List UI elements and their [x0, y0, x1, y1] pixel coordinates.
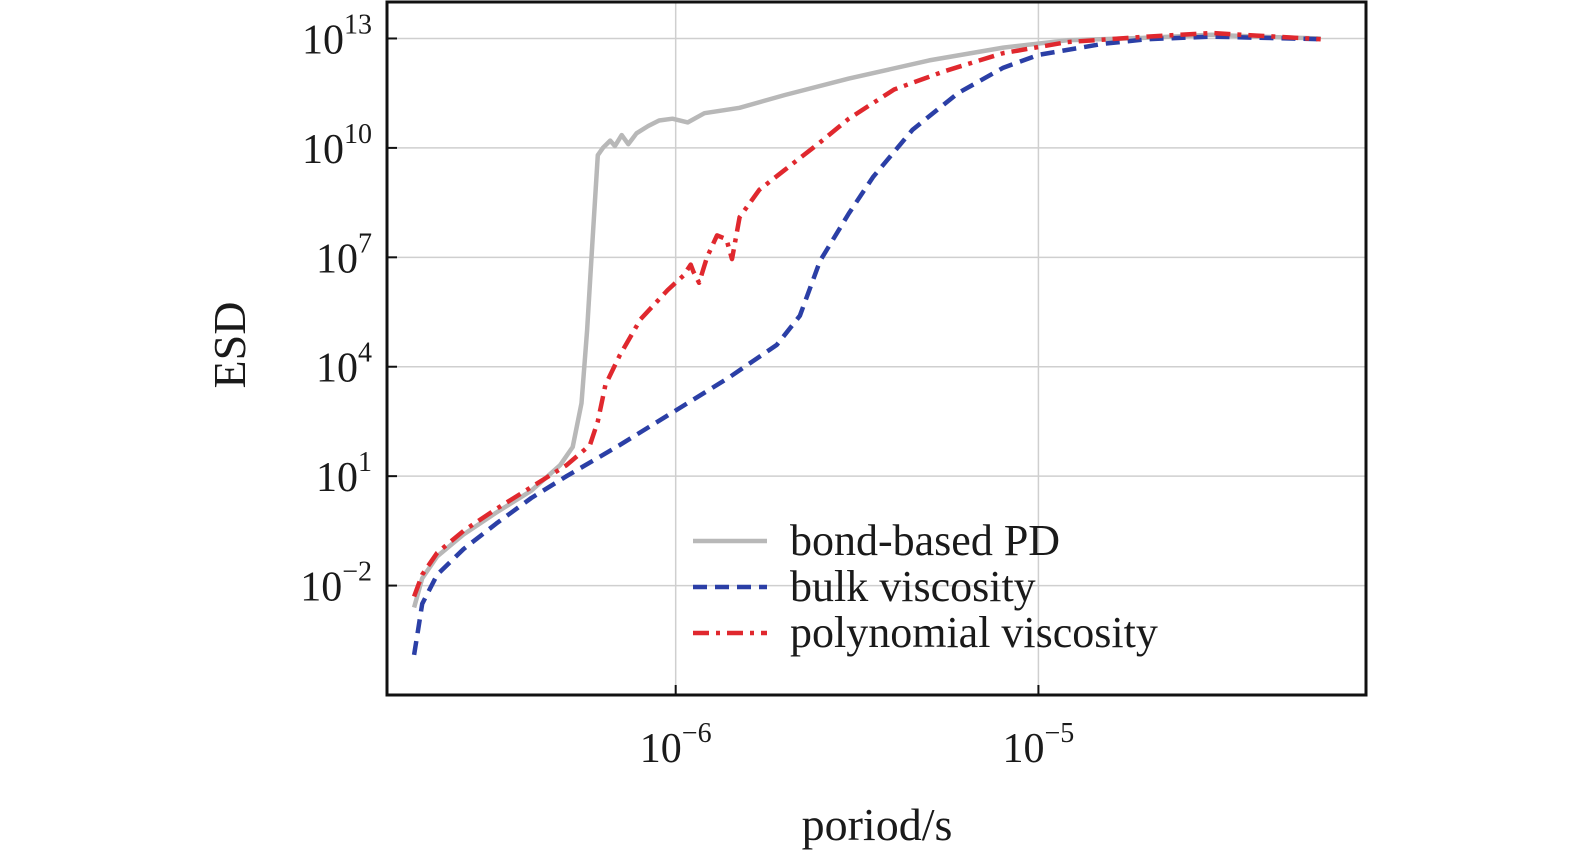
x-axis-tick-labels: 10−6 10−5	[640, 718, 1075, 772]
series-line-bulk-viscosity	[411, 34, 1321, 656]
series-layer	[411, 30, 1321, 656]
legend-label: bulk viscosity	[790, 562, 1036, 611]
axis-ticks	[387, 37, 1040, 695]
y-tick-label: 1010	[302, 119, 372, 173]
x-tick-label: 10−5	[1003, 718, 1075, 772]
y-tick-label: 101	[316, 447, 372, 501]
y-tick-label: 10−2	[300, 557, 372, 611]
plot-area-frame	[385, 0, 1368, 697]
x-tick-label: 10−6	[640, 718, 712, 772]
legend-label: bond-based PD	[790, 516, 1060, 565]
y-axis-title: ESD	[204, 302, 255, 389]
y-tick-label: 104	[316, 338, 372, 392]
y-tick-label: 107	[316, 228, 372, 282]
y-axis-tick-labels: 1013 1010 107 104 101 10−2	[300, 9, 372, 610]
y-tick-label: 1013	[302, 9, 372, 63]
series-line-polynomial-viscosity	[411, 30, 1321, 598]
x-axis-title: poriod/s	[802, 799, 953, 850]
legend-label: polynomial viscosity	[790, 608, 1158, 657]
